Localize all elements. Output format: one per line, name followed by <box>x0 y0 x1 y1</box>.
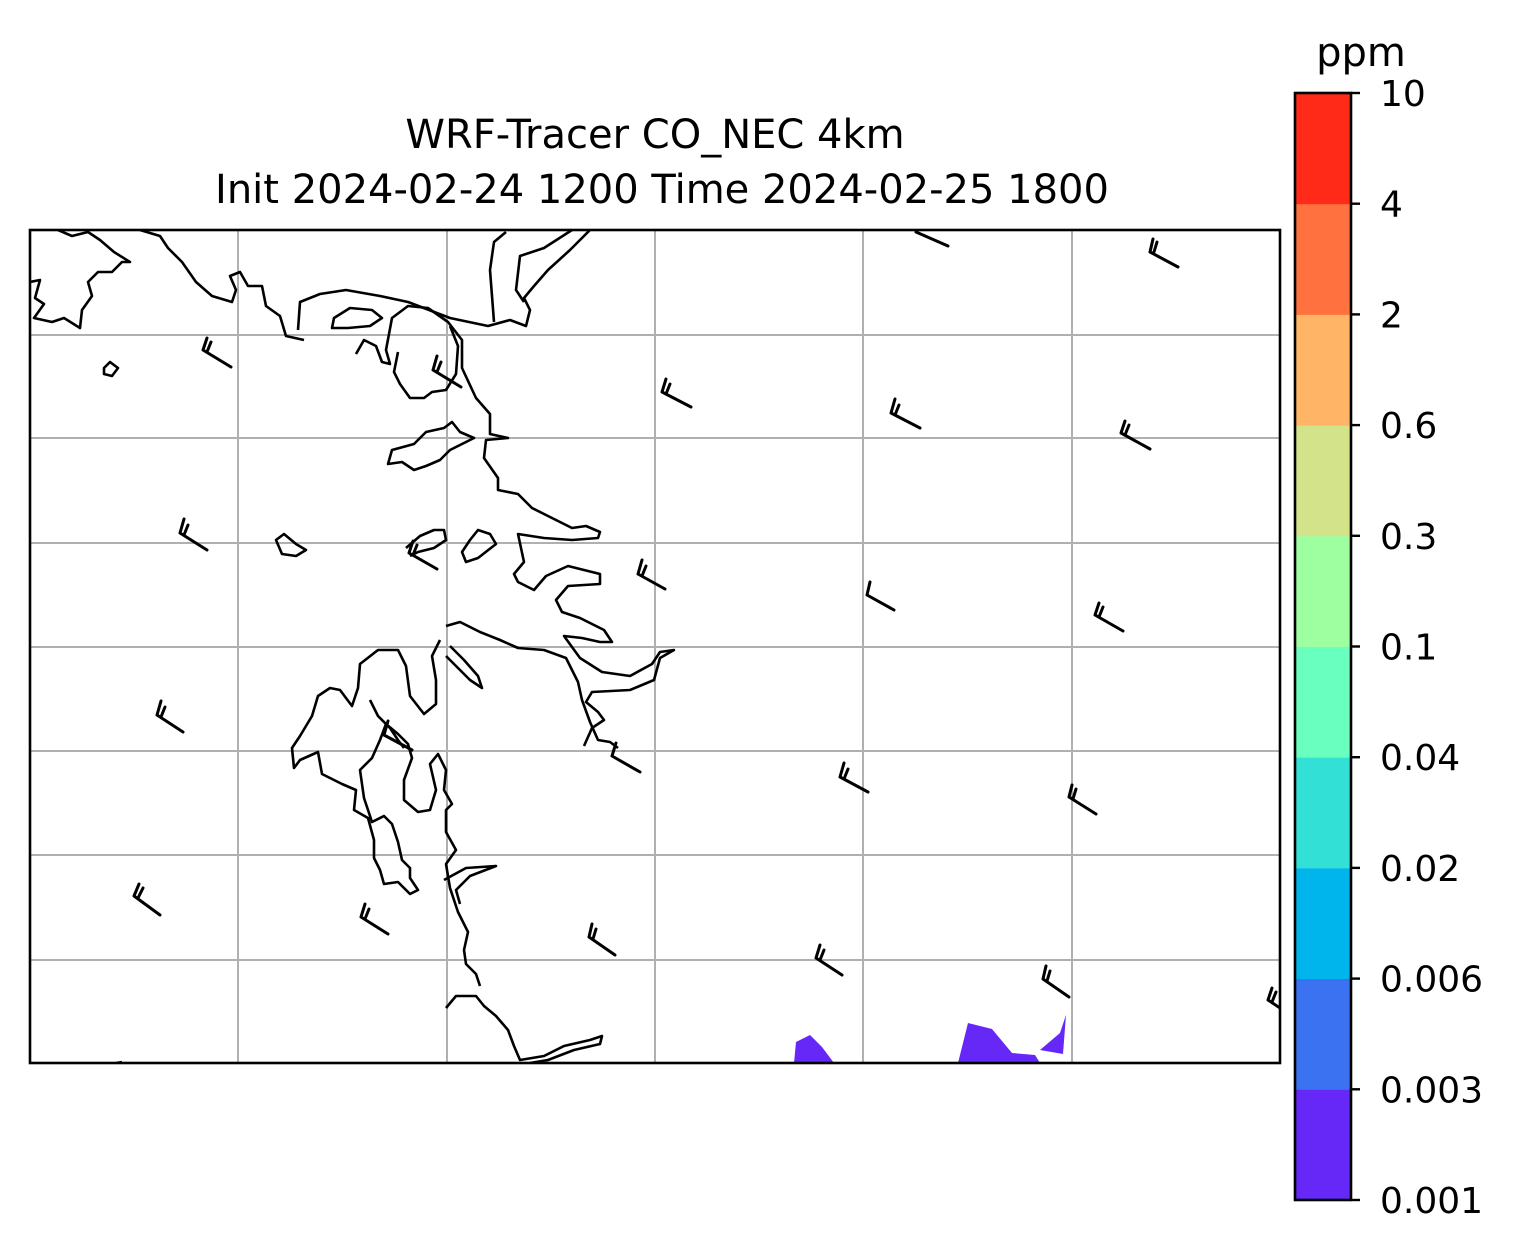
wind-barb <box>1067 783 1098 816</box>
wind-barb <box>636 558 667 591</box>
wind-barb <box>359 902 390 936</box>
colorbar-tick-label: 0.006 <box>1380 960 1483 1001</box>
colorbar-band <box>1295 646 1351 758</box>
coastline-delmarva <box>445 620 619 750</box>
gridlines <box>30 230 1280 1063</box>
coastline-bay <box>405 528 448 558</box>
colorbar-band <box>1295 757 1351 869</box>
wind-barb <box>407 539 439 571</box>
wind-barb <box>914 230 950 248</box>
colorbar-tick-label: 0.02 <box>1380 849 1460 890</box>
colorbar-frame <box>1293 91 1353 1202</box>
colorbar-tick-label: 2 <box>1380 295 1403 336</box>
wind-barb <box>1119 419 1152 451</box>
coastlines <box>30 230 676 1063</box>
wind-barb <box>610 741 642 774</box>
tracer-patch <box>1040 1015 1066 1054</box>
coastline-bay <box>392 325 460 400</box>
colorbar-bands <box>1295 93 1351 1201</box>
colorbar-tick-label: 10 <box>1380 74 1426 115</box>
wind-barb <box>431 354 463 389</box>
plot-title-line1: WRF-Tracer CO_NEC 4km <box>405 112 904 158</box>
coastline-bay <box>386 420 476 472</box>
colorbar-tick-label: 0.003 <box>1380 1070 1483 1111</box>
colorbar-band <box>1295 314 1351 426</box>
wind-barb <box>132 882 162 917</box>
plot-title-line2: Init 2024-02-24 1200 Time 2024-02-25 180… <box>215 167 1109 213</box>
coastline-north <box>30 230 132 330</box>
colorbar-band <box>1295 425 1351 537</box>
wind-barb <box>889 397 922 430</box>
colorbar-band <box>1295 1089 1351 1201</box>
map-panel <box>28 228 1282 1065</box>
wind-barb <box>201 336 233 369</box>
colorbar-band <box>1295 867 1351 980</box>
lake <box>330 306 384 330</box>
colorbar-tick-label: 0.1 <box>1380 628 1437 669</box>
wind-barb <box>660 377 693 409</box>
colorbar-band <box>1295 978 1351 1090</box>
coastline-north <box>139 230 305 342</box>
tracer-patch <box>958 1023 1040 1063</box>
wind-barb <box>1093 601 1125 633</box>
colorbar-tick-label: 0.6 <box>1380 406 1437 447</box>
colorbar-unit-label: ppm <box>1316 30 1406 76</box>
wind-barb <box>1266 986 1280 1010</box>
tracer-fill <box>794 1015 1066 1063</box>
coastline-north <box>514 230 573 303</box>
colorbar-tick-label: 4 <box>1380 185 1403 226</box>
coastline-bay <box>460 528 498 564</box>
wind-barb <box>865 580 896 612</box>
colorbar-tick-label: 0.04 <box>1380 738 1460 779</box>
coastline-southern-shore <box>445 994 604 1063</box>
wind-barb <box>814 943 844 977</box>
wind-barb <box>1148 237 1180 269</box>
coastline-southern-shore <box>443 864 498 905</box>
island <box>274 532 308 558</box>
colorbar-band <box>1295 203 1351 315</box>
coastline-bay <box>354 304 676 747</box>
colorbar-ticks: 0.001 0.003 0.006 0.02 0.04 0.1 0.3 0.6 2 4 10 <box>1351 74 1483 1222</box>
wind-barb <box>178 517 209 552</box>
tracer-patch <box>794 1035 834 1063</box>
wind-barb <box>382 719 414 752</box>
wind-barbs <box>132 230 1280 1010</box>
wind-barb <box>155 699 185 734</box>
wind-barb <box>587 922 617 957</box>
coastline-delmarva <box>445 645 484 690</box>
coastline-north <box>296 230 591 331</box>
coastline-delmarva <box>290 639 482 987</box>
colorbar: ppm 0.001 0.003 0.006 0.02 0.04 0.1 0.3 0.6 2 4 10 <box>1293 30 1483 1222</box>
coastline-north <box>488 231 507 323</box>
colorbar-band <box>1295 535 1351 647</box>
map-frame <box>28 228 1282 1065</box>
colorbar-tick-label: 0.3 <box>1380 517 1437 558</box>
island <box>102 360 120 378</box>
colorbar-tick-label: 0.001 <box>1380 1181 1483 1222</box>
colorbar-band <box>1295 93 1351 205</box>
wind-barb <box>838 761 870 794</box>
wind-barb <box>1041 964 1071 999</box>
